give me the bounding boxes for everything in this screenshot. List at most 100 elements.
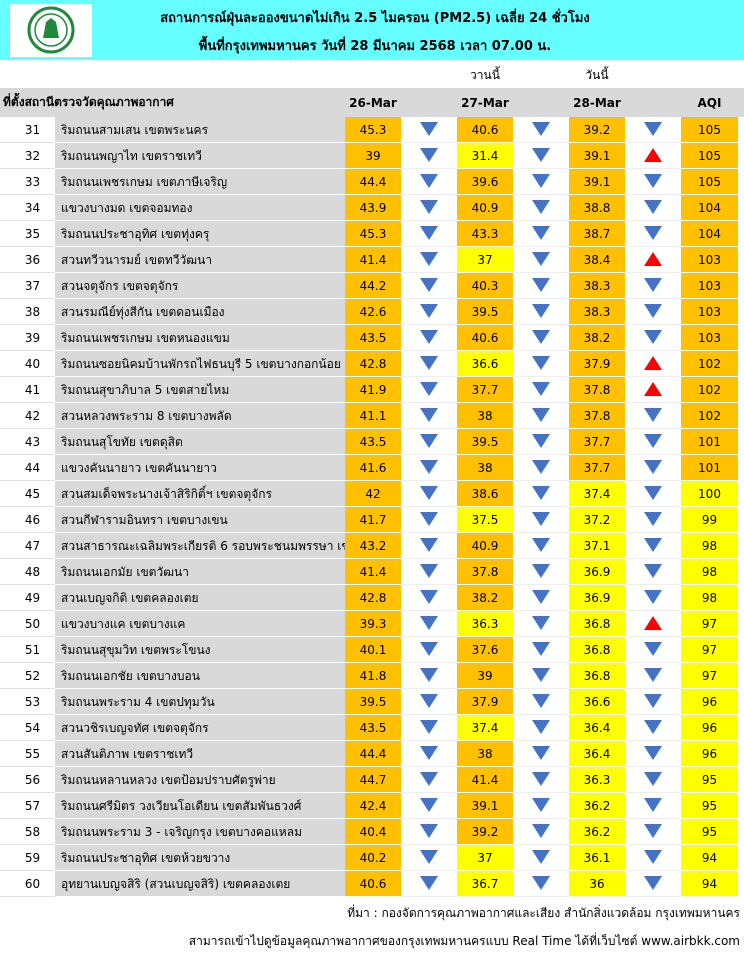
pm25-value: 36.4 (569, 715, 625, 741)
row-line (0, 792, 55, 793)
pm25-value: 45.3 (345, 221, 401, 247)
pm25-value: 36.7 (457, 871, 513, 897)
title: สถานการณ์ฝุ่นละอองขนาดไม่เกิน 2.5 ไมครอน… (160, 10, 590, 26)
pm25-value: 37.7 (457, 377, 513, 403)
arrow-down (420, 850, 438, 864)
pm25-value: 36.2 (569, 793, 625, 819)
location-bg (55, 507, 345, 533)
arrow-down (532, 850, 550, 864)
arrow-cell (513, 247, 569, 273)
arrow-icon (532, 304, 550, 318)
arrow-icon (420, 122, 438, 136)
arrow-icon (420, 278, 438, 292)
arrow-icon (420, 434, 438, 448)
arrow-cell (625, 273, 681, 299)
arrow-cell (625, 221, 681, 247)
row-line (0, 246, 55, 247)
arrow-cell (401, 403, 457, 429)
arrow-icon (532, 148, 550, 162)
pm25-value: 41.8 (345, 663, 401, 689)
row-number: 58 (24, 825, 41, 839)
arrow-icon (532, 252, 550, 266)
location-bg (55, 871, 345, 897)
day-label: วานนี้ (470, 67, 500, 82)
location-bg (55, 325, 345, 351)
row-number: 51 (24, 643, 41, 657)
arrow-down (644, 746, 662, 760)
location-bg (55, 585, 345, 611)
location: สวนสันติภาพ เขตราชเทวี (61, 746, 194, 761)
location: ริมถนนพระราม 4 เขตปทุมวัน (61, 694, 215, 709)
arrow-up (644, 616, 662, 630)
aqi-value: 96 (681, 741, 738, 767)
row-line (0, 428, 55, 429)
row-number: 49 (24, 591, 41, 605)
pm25-value: 37.9 (569, 351, 625, 377)
pm25-value: 38.7 (569, 221, 625, 247)
row-line (0, 506, 55, 507)
title-band (0, 0, 744, 60)
pm25-value: 40.4 (345, 819, 401, 845)
location: ริมถนนเพชรเกษม เขตภาษีเจริญ (61, 174, 228, 189)
location-bg (55, 845, 345, 871)
row-number: 38 (24, 305, 41, 319)
pm25-value: 37 (457, 845, 513, 871)
arrow-down (644, 486, 662, 500)
row-line (0, 376, 55, 377)
row-number: 53 (24, 695, 41, 709)
arrow-icon (644, 850, 662, 864)
aqi-value: 94 (681, 871, 738, 897)
pm25-value: 42.4 (345, 793, 401, 819)
arrow-icon (420, 876, 438, 890)
location-bg (55, 741, 345, 767)
arrow-icon (644, 486, 662, 500)
arrow-cell (401, 845, 457, 871)
arrow-down (420, 304, 438, 318)
pm25-value: 38.4 (569, 247, 625, 273)
arrow-icon (420, 512, 438, 526)
pm25-value: 40.6 (457, 117, 513, 143)
arrow-cell (513, 377, 569, 403)
arrow-icon (532, 798, 550, 812)
arrow-cell (513, 741, 569, 767)
pm25-value: 37.4 (569, 481, 625, 507)
arrow-icon (532, 642, 550, 656)
pm25-value: 43.2 (345, 533, 401, 559)
location: ริมถนนเพชรเกษม เขตหนองแขม (61, 330, 230, 345)
arrow-cell (625, 117, 681, 143)
arrow-down (420, 746, 438, 760)
row-line (0, 480, 55, 481)
pm25-value: 39.2 (457, 819, 513, 845)
arrow-icon (420, 408, 438, 422)
aqi-value: 102 (681, 351, 738, 377)
arrow-icon (420, 174, 438, 188)
arrow-down (420, 356, 438, 370)
arrow-down (644, 850, 662, 864)
arrow-icon (420, 356, 438, 370)
arrow-cell (513, 845, 569, 871)
arrow-cell (513, 455, 569, 481)
arrow-cell (513, 663, 569, 689)
arrow-cell (513, 559, 569, 585)
arrow-icon (420, 824, 438, 838)
arrow-cell (401, 741, 457, 767)
arrow-cell (401, 299, 457, 325)
arrow-down (644, 668, 662, 682)
location: แขวงบางมด เขตจอมทอง (61, 200, 193, 215)
arrow-icon (532, 174, 550, 188)
pm25-value: 39.1 (457, 793, 513, 819)
arrow-cell (513, 273, 569, 299)
arrow-cell (401, 611, 457, 637)
row-number: 40 (24, 357, 41, 371)
location-bg (55, 299, 345, 325)
arrow-down (532, 356, 550, 370)
row-number: 39 (24, 331, 41, 345)
location-bg (55, 377, 345, 403)
arrow-cell (625, 169, 681, 195)
pm25-value: 42.8 (345, 351, 401, 377)
pm25-value: 37.8 (569, 403, 625, 429)
arrow-down (420, 694, 438, 708)
arrow-cell (401, 143, 457, 169)
arrow-down (532, 382, 550, 396)
arrow-down (420, 382, 438, 396)
